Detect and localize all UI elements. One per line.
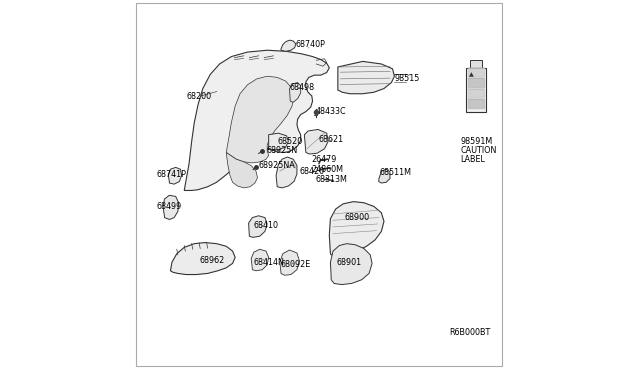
Text: 68901: 68901 [337,258,362,267]
Polygon shape [251,249,269,271]
Text: CAUTION: CAUTION [461,146,497,155]
Text: 68740P: 68740P [296,40,326,49]
Text: 68511M: 68511M [380,169,412,177]
Polygon shape [305,129,328,154]
Text: 68741P: 68741P [156,170,186,179]
Polygon shape [269,133,289,150]
Text: 68200: 68200 [186,92,211,101]
Polygon shape [276,157,297,188]
Text: 26479: 26479 [312,155,337,164]
Polygon shape [248,216,267,237]
Text: 98515: 98515 [394,74,420,83]
Text: 68499: 68499 [156,202,182,211]
Text: 68414N: 68414N [253,258,284,267]
Polygon shape [289,83,301,102]
Polygon shape [184,50,330,190]
Text: 98591M: 98591M [461,137,493,146]
Text: R6B000BT: R6B000BT [449,328,491,337]
Text: 68520: 68520 [277,137,303,146]
Text: 68313M: 68313M [316,175,348,184]
Polygon shape [379,169,390,183]
Text: 68498: 68498 [289,83,315,92]
Polygon shape [280,250,300,275]
Text: 68621: 68621 [318,135,343,144]
Text: 68900: 68900 [344,213,369,222]
Text: 68092E: 68092E [281,260,311,269]
Text: ▲: ▲ [469,73,474,78]
Text: 68925NA: 68925NA [259,161,296,170]
Text: 68410: 68410 [253,221,278,230]
Polygon shape [338,61,394,94]
Text: 48433C: 48433C [316,107,346,116]
Polygon shape [168,167,182,184]
Text: 24860M: 24860M [312,165,344,174]
Polygon shape [163,195,179,219]
Polygon shape [227,76,293,163]
Text: LABEL: LABEL [461,155,486,164]
Text: 68925N: 68925N [266,146,298,155]
FancyBboxPatch shape [470,60,482,69]
Text: 68420: 68420 [300,167,324,176]
Polygon shape [170,243,235,275]
Polygon shape [330,202,384,256]
Polygon shape [227,153,257,188]
Text: 68962: 68962 [199,256,225,265]
FancyBboxPatch shape [466,68,486,112]
Polygon shape [330,244,372,285]
Polygon shape [281,40,296,51]
